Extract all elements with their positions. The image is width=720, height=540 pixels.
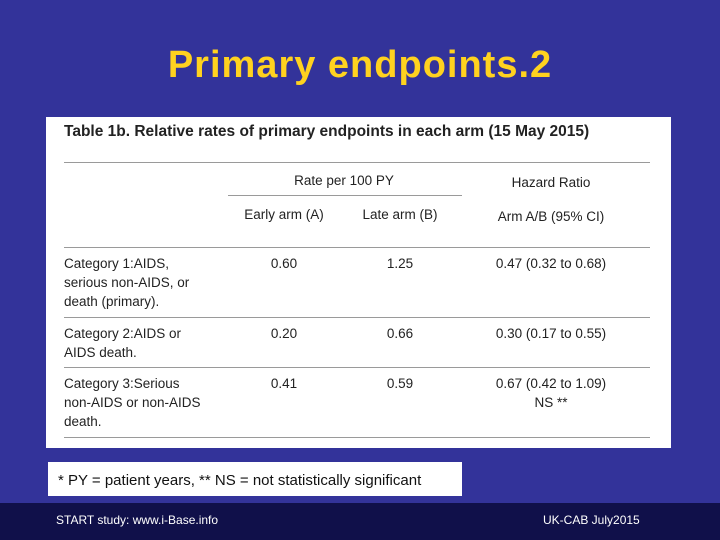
row-rule (64, 317, 650, 318)
table-heading: Table 1b. Relative rates of primary endp… (64, 123, 590, 140)
rate-group-rule (228, 195, 462, 196)
bottom-rule (64, 437, 650, 438)
early-value: 0.60 (270, 256, 298, 271)
row-label: Category 1:AIDS, serious non-AIDS, or de… (64, 256, 190, 309)
footer-bar (0, 503, 720, 540)
slide-title: Primary endpoints.2 (167, 44, 553, 86)
row-label: Category 2:AIDS or AIDS death. (64, 326, 182, 360)
hr-value: 0.47 (0.32 to 0.68) (495, 256, 607, 271)
footnote: * PY = patient years, ** NS = not statis… (48, 462, 462, 496)
hr-ci-header: Arm A/B (95% CI) (497, 209, 605, 224)
hr-value: 0.30 (0.17 to 0.55) (495, 326, 607, 341)
header-rule (64, 247, 650, 248)
early-value: 0.20 (270, 326, 298, 341)
hazard-ratio-header: Hazard Ratio (511, 175, 591, 190)
late-value: 0.59 (386, 376, 414, 391)
row-rule (64, 367, 650, 368)
early-arm-header: Early arm (A) (244, 207, 324, 222)
late-arm-header: Late arm (B) (362, 207, 438, 222)
late-value: 1.25 (386, 256, 414, 271)
late-value: 0.66 (386, 326, 414, 341)
table-panel: Table 1b. Relative rates of primary endp… (46, 117, 671, 448)
rate-group-header: Rate per 100 PY (294, 173, 394, 188)
top-rule (64, 162, 650, 163)
hr-value: 0.67 (0.42 to 1.09) NS ** (495, 376, 607, 410)
footer-date: UK-CAB July2015 (543, 513, 640, 527)
row-label: Category 3:Serious non-AIDS or non-AIDS … (64, 376, 201, 429)
footer-source: START study: www.i-Base.info (56, 513, 219, 527)
early-value: 0.41 (270, 376, 298, 391)
